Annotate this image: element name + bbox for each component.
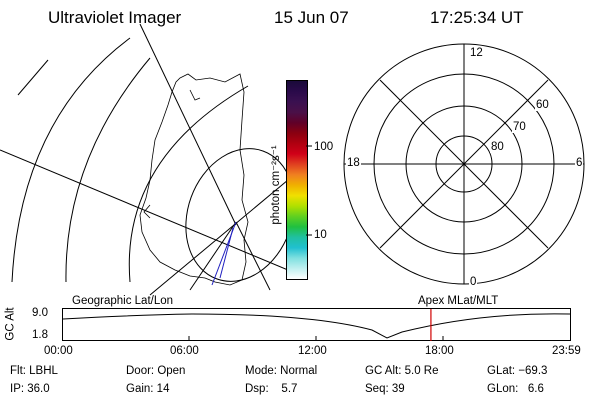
mlat-label-70: 70 — [512, 121, 527, 133]
timeline-right-title: Apex MLat/MLT — [418, 295, 499, 307]
status-gc-alt: GC Alt: 5.0 Re — [365, 365, 439, 377]
tick-0600: 06:00 — [170, 345, 199, 357]
polar-mlt-dial — [343, 43, 585, 285]
coastline — [139, 73, 249, 286]
altitude-timeline-plot — [62, 308, 571, 341]
mlt-label-6: 6 — [575, 157, 584, 169]
time-label: 17:25:34 UT — [430, 8, 524, 27]
mlt-label-18: 18 — [346, 157, 361, 169]
scale-tick-100: 100 — [314, 141, 334, 153]
status-glat: GLat: −69.3 — [487, 365, 548, 377]
timeline-ymax: 9.0 — [32, 307, 48, 319]
mlat-label-80: 80 — [490, 141, 505, 153]
instrument-title: Ultraviolet Imager — [48, 8, 182, 27]
color-scale-bar — [286, 80, 308, 280]
status-door: Door: Open — [126, 365, 186, 377]
tick-1200: 12:00 — [298, 345, 327, 357]
status-filter: Flt: LBHL — [10, 365, 58, 377]
tick-1800: 18:00 — [425, 345, 454, 357]
status-seq: Seq: 39 — [365, 383, 405, 395]
mlt-label-12: 12 — [469, 47, 484, 59]
timeline-ylabel: GC Alt — [4, 307, 17, 341]
color-scale-ticks — [306, 145, 312, 236]
date-label: 15 Jun 07 — [274, 8, 349, 27]
tick-2359: 23:59 — [552, 345, 581, 357]
tick-0000: 00:00 — [44, 345, 73, 357]
status-gain: Gain: 14 — [126, 383, 170, 395]
geographic-map — [0, 23, 300, 296]
timeline-ymin: 1.8 — [32, 329, 48, 341]
scale-tick-10: 10 — [314, 229, 327, 241]
status-mode: Mode: Normal — [245, 365, 318, 377]
status-ip: IP: 36.0 — [10, 383, 50, 395]
status-glon: GLon: 6.6 — [487, 383, 544, 395]
status-dsp: Dsp: 5.7 — [245, 383, 298, 395]
mlt-label-0: 0 — [469, 276, 478, 288]
timeline-left-title: Geographic Lat/Lon — [72, 295, 174, 307]
scale-unit-label: photon cm⁻²s⁻¹ — [270, 145, 282, 225]
mlat-label-60: 60 — [535, 99, 550, 111]
